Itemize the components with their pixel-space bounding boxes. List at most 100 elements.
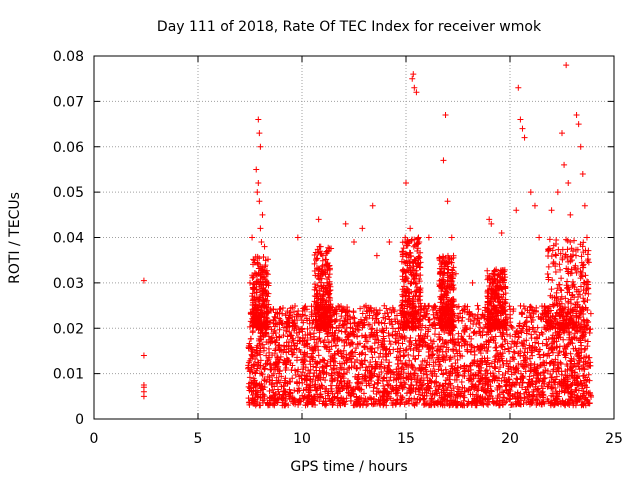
data-point (410, 263, 417, 270)
data-point (260, 347, 267, 354)
data-point (473, 397, 480, 404)
data-point (298, 326, 305, 333)
data-point (470, 399, 477, 406)
data-point (358, 350, 365, 357)
data-point (484, 370, 491, 377)
data-point (392, 338, 399, 345)
data-point (563, 316, 570, 323)
data-point (367, 359, 374, 366)
data-point (450, 286, 457, 293)
data-point (461, 328, 468, 335)
data-point (362, 333, 369, 340)
data-point (248, 335, 255, 342)
data-point (486, 392, 493, 399)
data-point (409, 300, 416, 307)
data-point (542, 374, 549, 381)
data-point (315, 249, 322, 256)
data-point (410, 243, 417, 250)
data-point (465, 398, 472, 405)
data-point (316, 398, 323, 405)
data-point (460, 392, 467, 399)
data-point (414, 376, 421, 383)
data-point (322, 284, 329, 291)
data-point (538, 303, 545, 310)
data-point (356, 340, 363, 347)
data-point (416, 386, 423, 393)
data-point (488, 285, 495, 292)
data-point (494, 307, 501, 314)
data-point (395, 356, 402, 363)
data-point (248, 387, 255, 394)
data-point (425, 326, 432, 333)
data-point (519, 310, 526, 317)
data-point (492, 363, 499, 370)
data-point (571, 360, 578, 367)
data-point (383, 350, 390, 357)
data-point (338, 313, 345, 320)
data-point (311, 260, 318, 267)
data-point (335, 374, 342, 381)
data-point (459, 314, 466, 321)
data-point (375, 396, 382, 403)
data-point (555, 281, 562, 288)
data-point (503, 331, 510, 338)
data-point (390, 386, 397, 393)
data-point (449, 266, 456, 273)
data-point (421, 339, 428, 346)
data-point (426, 316, 433, 323)
data-point (564, 310, 571, 317)
data-point (509, 325, 516, 332)
data-point (315, 352, 322, 359)
data-point (445, 301, 452, 308)
data-point (421, 312, 428, 319)
data-point (548, 399, 555, 406)
data-point (557, 250, 564, 257)
data-point (499, 358, 506, 365)
data-point (354, 364, 361, 371)
data-point (556, 261, 563, 268)
data-point (375, 339, 382, 346)
data-point (578, 380, 585, 387)
data-point (560, 317, 567, 324)
data-point (408, 271, 415, 278)
data-point (325, 348, 332, 355)
data-point (553, 289, 560, 296)
data-point (316, 335, 323, 342)
data-point (249, 369, 256, 376)
data-point (253, 316, 260, 323)
data-point (580, 295, 587, 302)
data-point (248, 379, 255, 386)
data-point (563, 236, 570, 243)
data-point (381, 302, 388, 309)
data-point (282, 327, 289, 334)
data-point (441, 394, 448, 401)
data-point (262, 360, 269, 367)
data-point (373, 363, 380, 370)
data-point (283, 321, 290, 328)
data-point (274, 380, 281, 387)
data-point (511, 356, 518, 363)
data-point (362, 351, 369, 358)
data-point (384, 396, 391, 403)
data-point (527, 313, 534, 320)
y-tick-label: 0.05 (53, 185, 84, 201)
data-point (479, 377, 486, 384)
data-point (529, 352, 536, 359)
data-point (408, 237, 415, 244)
data-point (411, 236, 418, 243)
data-point (497, 329, 504, 336)
data-point (327, 382, 334, 389)
data-point (554, 285, 561, 292)
data-point (276, 326, 283, 333)
data-point (401, 318, 408, 325)
data-point (417, 272, 424, 279)
data-point (314, 255, 321, 262)
data-point (524, 393, 531, 400)
data-point (587, 310, 594, 317)
data-point (386, 366, 393, 373)
data-point (543, 342, 550, 349)
data-point (401, 333, 408, 340)
data-point (282, 388, 289, 395)
data-point (501, 374, 508, 381)
data-point (447, 356, 454, 363)
